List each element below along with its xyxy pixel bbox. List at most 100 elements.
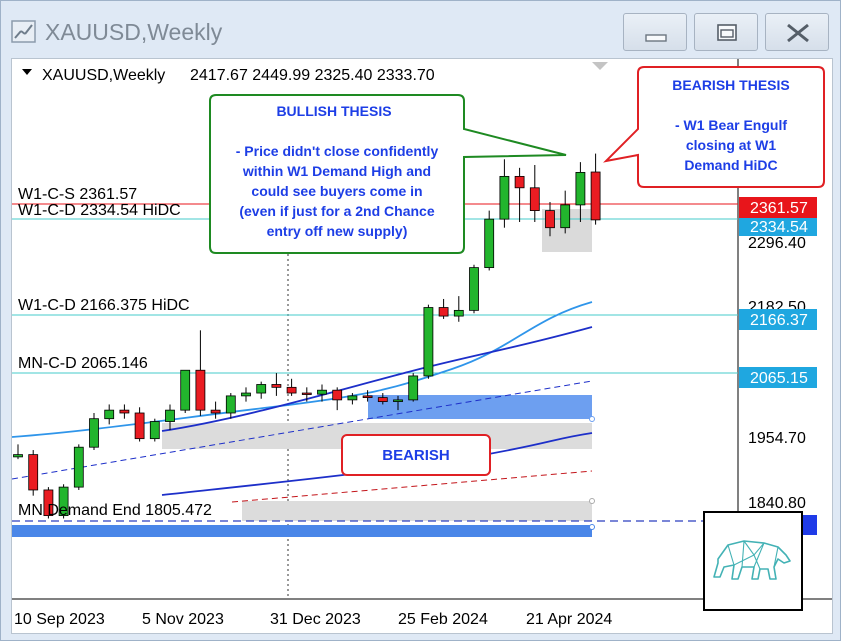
candle-bull[interactable] [241, 392, 251, 397]
label-w1-c-d-hidc-2: W1-C-D 2166.375 HiDC [18, 297, 190, 314]
bullish-thesis-title: BULLISH THESIS [276, 103, 391, 119]
candle-bull[interactable] [575, 171, 586, 206]
price-tick: 2296.40 [748, 235, 806, 252]
trend-dashed-blue [12, 380, 593, 480]
callout-line: - Price didn't close confidently [236, 143, 439, 159]
bullish-thesis-text: - Price didn't close confidently within W… [236, 143, 439, 239]
label-mn-c-d: MN-C-D 2065.146 [18, 355, 148, 372]
time-label: 5 Nov 2023 [142, 611, 224, 628]
zone-blue-lower [12, 525, 592, 537]
candle-bull[interactable] [73, 446, 84, 488]
candle-bull[interactable] [499, 175, 510, 220]
restore-button[interactable] [694, 13, 758, 51]
close-icon [787, 23, 809, 43]
bearish-thesis-text: - W1 Bear Engulf closing at W1 Demand HiDC [675, 117, 787, 173]
chart-menu-icon[interactable] [22, 69, 32, 75]
candle-bear[interactable] [28, 454, 39, 491]
callout-line: Demand HiDC [684, 157, 777, 173]
candle-bear[interactable] [362, 395, 373, 398]
time-label: 10 Sep 2023 [14, 611, 105, 628]
chart-area[interactable]: XAUUSD,Weekly 2417.67 2449.99 2325.40 23… [11, 58, 833, 634]
label-mn-demand-end: MN Demand End 1805.472 [18, 502, 212, 519]
price-tag-w1-c-d: 2334.54 [750, 219, 808, 236]
price-tag-box [739, 218, 817, 236]
candle-bull[interactable] [58, 486, 69, 517]
candle-bull[interactable] [317, 389, 327, 395]
time-label: 31 Dec 2023 [270, 611, 361, 628]
trend-dashed-red [231, 470, 593, 503]
minimize-button[interactable] [623, 13, 687, 51]
label-w1-c-s: W1-C-S 2361.57 [18, 186, 137, 203]
candle-bear[interactable] [195, 369, 206, 411]
candle-bear[interactable] [286, 386, 297, 394]
callout-line: could see buyers come in [251, 183, 422, 199]
price-tag-w1-c-d-2: 2166.37 [750, 312, 808, 329]
title-bar[interactable]: XAUUSD,Weekly [1, 1, 840, 59]
candle-bear[interactable] [438, 307, 449, 317]
candle-bull[interactable] [408, 375, 419, 401]
price-chart[interactable]: XAUUSD,Weekly 2417.67 2449.99 2325.40 23… [12, 59, 833, 634]
candle-bull[interactable] [104, 409, 115, 420]
callout-line: (even if just for a 2nd Chance [239, 203, 434, 219]
candle-bull[interactable] [89, 418, 99, 448]
candle-bull[interactable] [225, 395, 236, 414]
zone-handle[interactable] [589, 498, 595, 504]
chart-ohlc: 2417.67 2449.99 2325.40 2333.70 [190, 67, 435, 84]
scroll-marker-icon[interactable] [592, 62, 608, 70]
chart-symbol: XAUUSD,Weekly [42, 67, 165, 84]
candle-bear[interactable] [134, 412, 145, 440]
candle-bull[interactable] [453, 309, 464, 317]
minimize-icon [645, 34, 667, 42]
candle-bull[interactable] [469, 267, 479, 311]
candle-bull[interactable] [165, 409, 175, 422]
candle-bull[interactable] [423, 307, 434, 377]
price-tag-mn-c-d: 2065.15 [750, 370, 808, 387]
candle-bear[interactable] [271, 384, 282, 388]
ma-slow-line [161, 326, 593, 432]
bearish-thesis-callout[interactable] [603, 66, 825, 188]
bearish-thesis-title: BEARISH THESIS [672, 77, 789, 93]
candle-bull[interactable] [484, 218, 495, 269]
candle-bear[interactable] [119, 409, 130, 414]
price-tick: 1840.80 [748, 495, 806, 512]
candle-bear[interactable] [210, 409, 221, 414]
candle-bear[interactable] [301, 392, 312, 395]
bearish-label: BEARISH [382, 447, 450, 464]
candle-bear[interactable] [377, 397, 388, 402]
price-tag-box [739, 309, 817, 330]
bear-logo-icon [703, 511, 803, 611]
window-title: XAUUSD,Weekly [45, 19, 223, 45]
bearish-label-box[interactable] [341, 434, 491, 476]
restore-icon [717, 24, 737, 41]
candles-layer [13, 153, 601, 519]
candle-bear[interactable] [529, 187, 540, 211]
candle-bear[interactable] [590, 171, 601, 221]
candle-bull[interactable] [149, 421, 160, 440]
callout-line: - W1 Bear Engulf [675, 117, 787, 133]
candle-bull[interactable] [347, 395, 358, 401]
chart-app-icon [11, 20, 36, 43]
zone-handle[interactable] [589, 524, 595, 530]
price-tag-w1-c-s: 2361.57 [750, 200, 808, 217]
callout-line: closing at W1 [686, 137, 776, 153]
close-button[interactable] [765, 13, 829, 51]
candle-bull[interactable] [393, 399, 403, 402]
bullish-thesis-callout[interactable] [209, 94, 567, 254]
candle-bear[interactable] [332, 389, 343, 401]
candle-bull[interactable] [180, 369, 191, 411]
candle-bear[interactable] [545, 210, 555, 229]
candle-bear[interactable] [514, 175, 525, 189]
candle-bear[interactable] [43, 489, 54, 517]
zone-blue-upper [368, 395, 592, 419]
zone-handle[interactable] [589, 416, 595, 422]
label-w1-c-d-hidc: W1-C-D 2334.54 HiDC [18, 202, 181, 219]
callout-line: within W1 Demand High and [242, 163, 431, 179]
time-label: 21 Apr 2024 [526, 611, 612, 628]
candle-bull[interactable] [256, 384, 267, 394]
time-label: 25 Feb 2024 [398, 611, 488, 628]
candle-bull[interactable] [560, 204, 571, 229]
callout-line: entry off new supply) [267, 223, 408, 239]
price-tag-box [739, 367, 817, 388]
candle-bull[interactable] [13, 454, 23, 458]
